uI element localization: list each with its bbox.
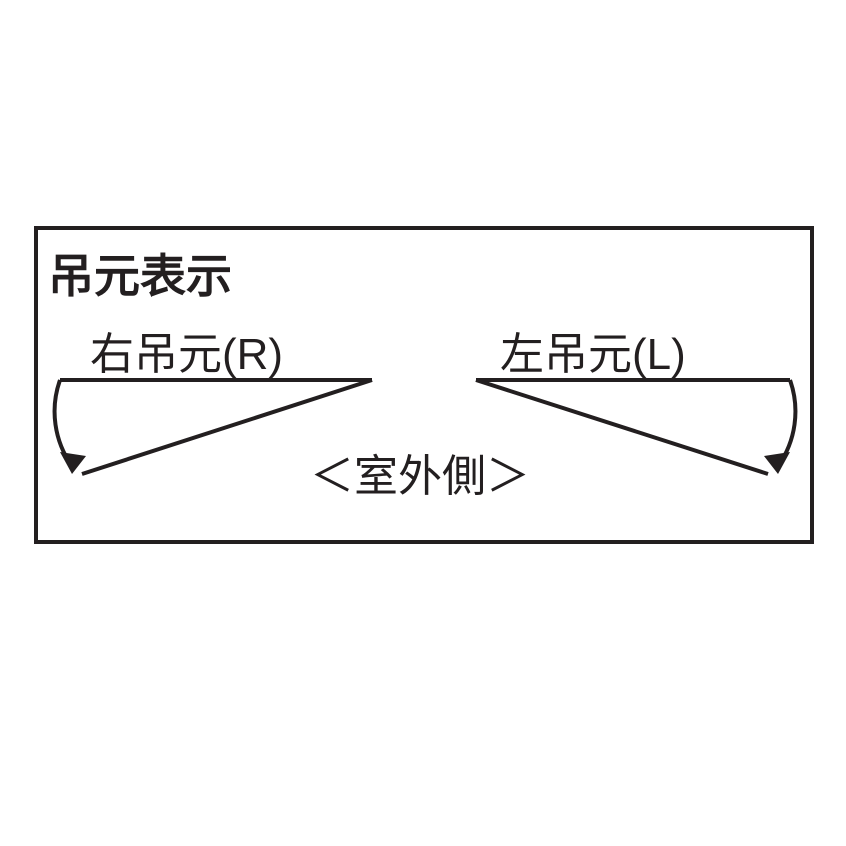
left-diagonal: [82, 380, 372, 474]
right-arrowhead-icon: [764, 452, 790, 474]
right-diagonal: [476, 380, 768, 474]
left-arrowhead-icon: [60, 452, 86, 474]
swing-overlay: [0, 0, 846, 846]
diagram-canvas: 吊元表示 右吊元(R) 左吊元(L) ＜室外側＞: [0, 0, 846, 846]
